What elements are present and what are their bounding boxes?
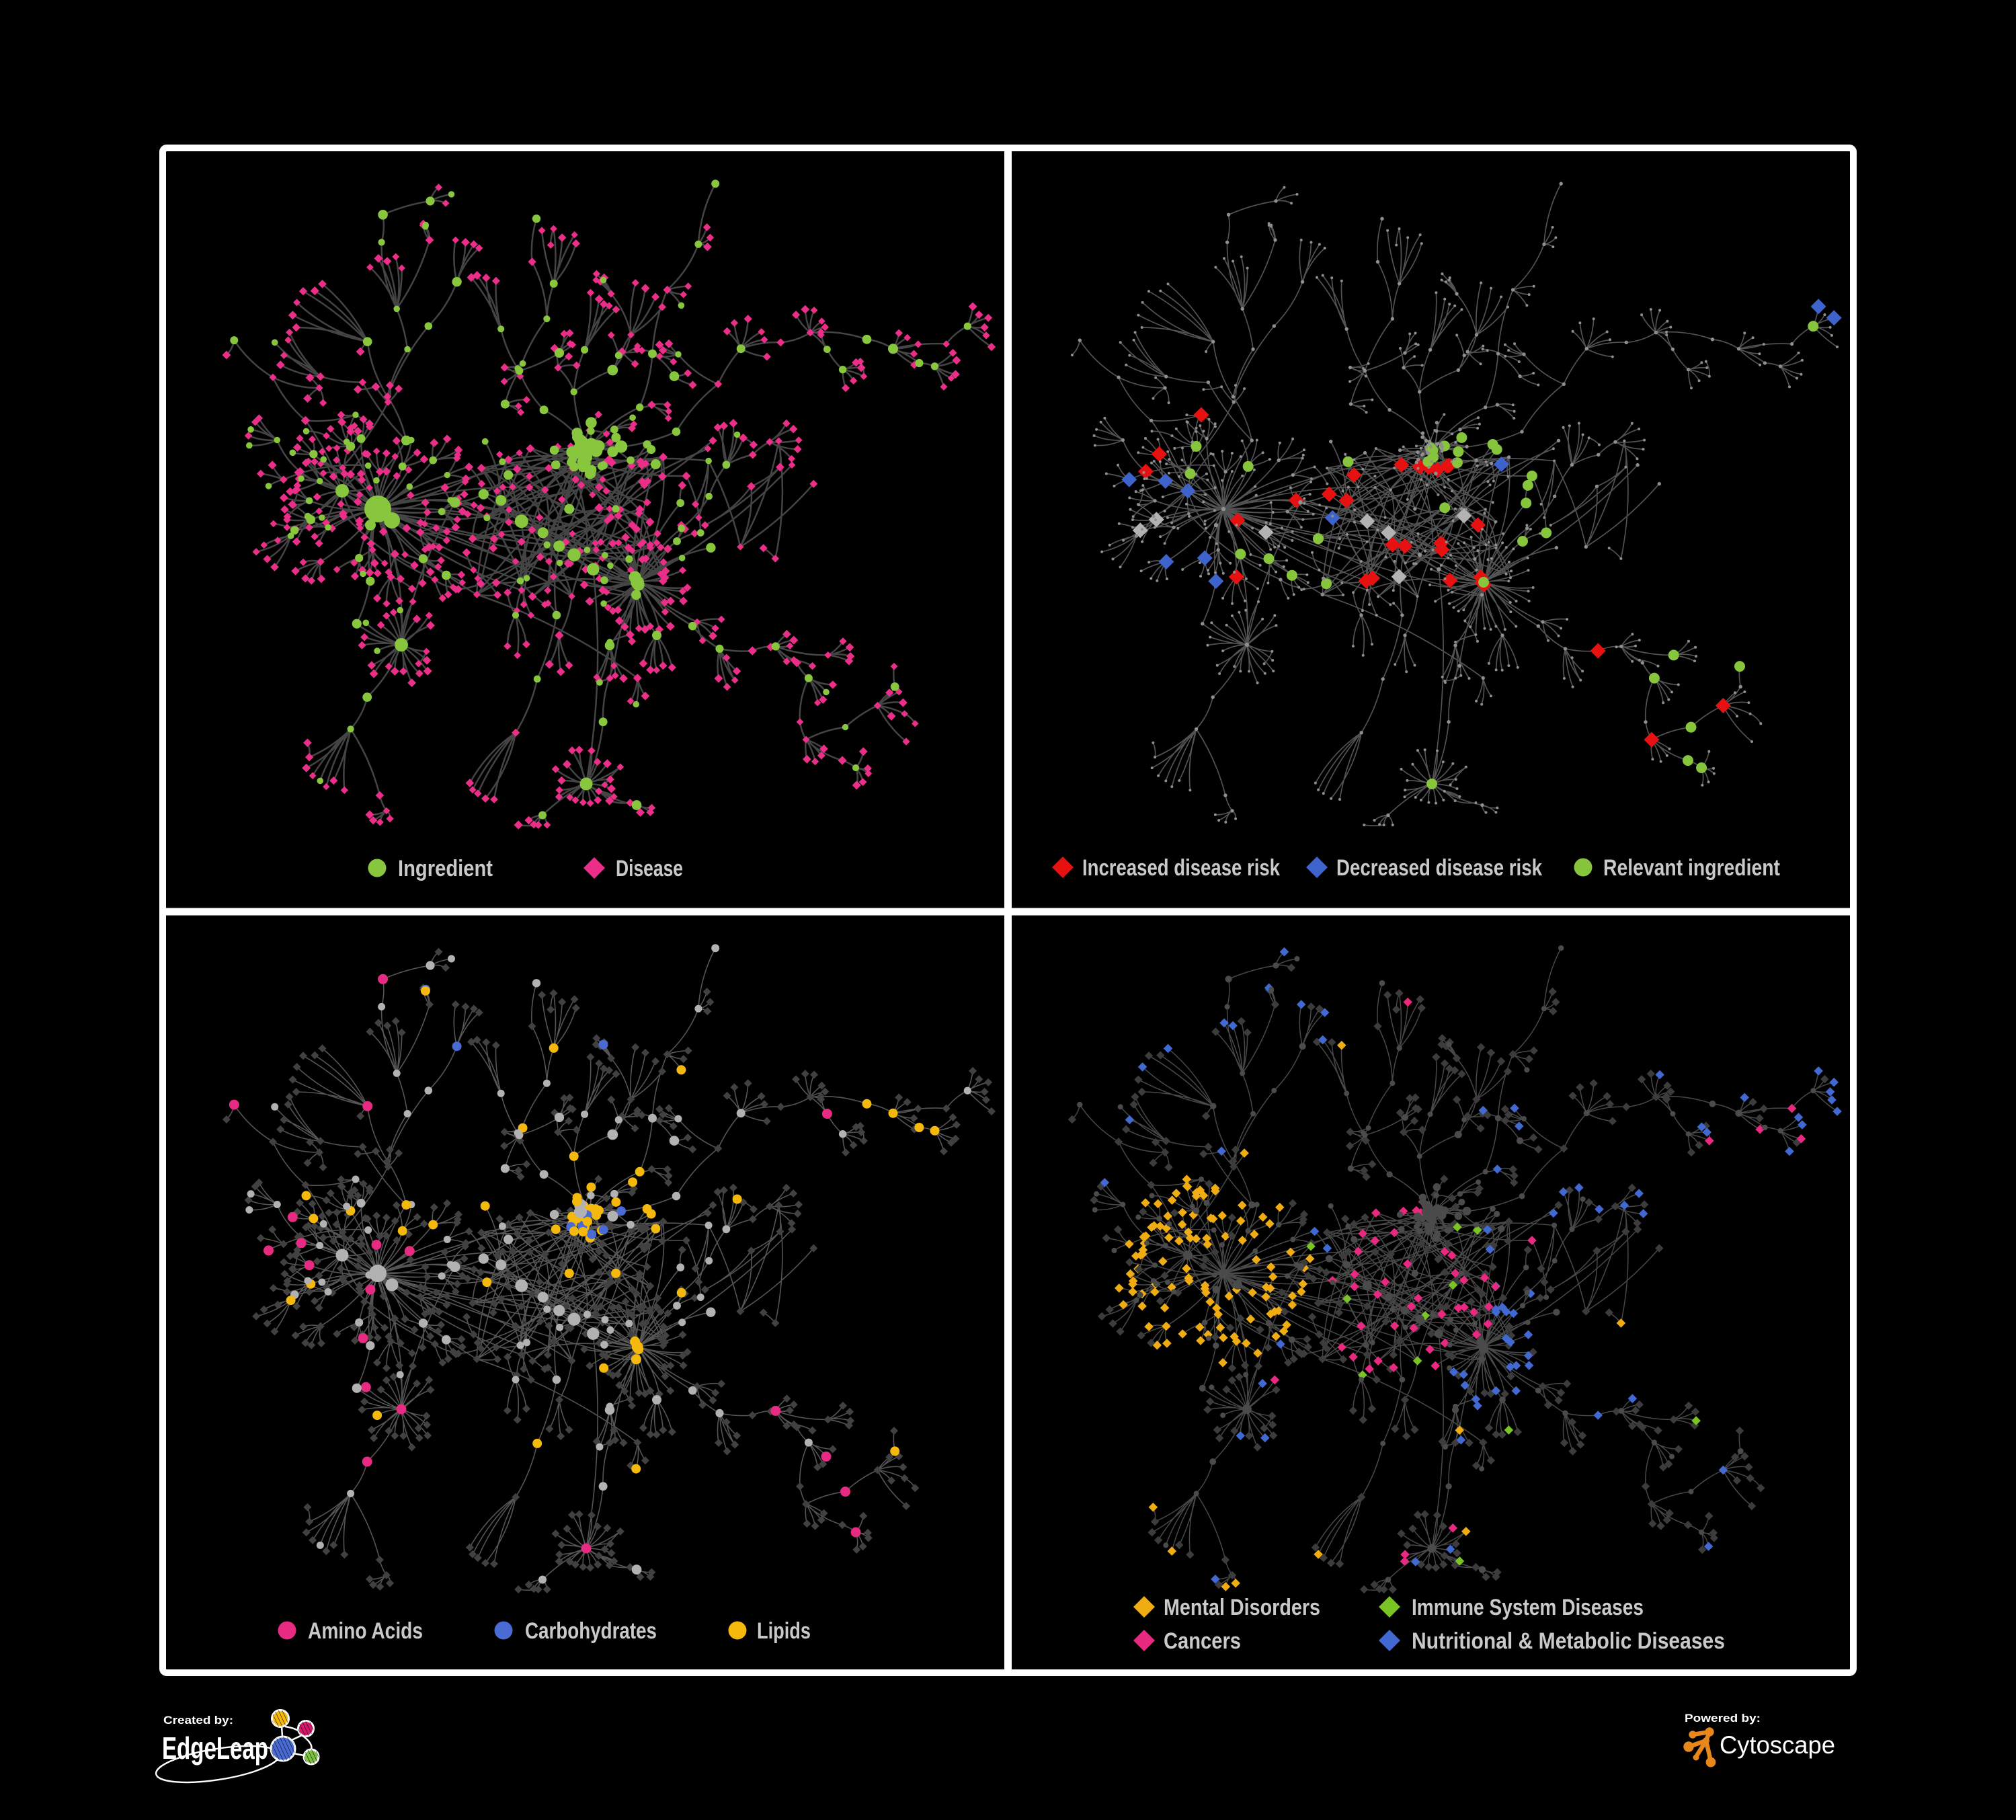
svg-text:Nutritional & Metabolic Diseas: Nutritional & Metabolic Diseases (1412, 1628, 1725, 1654)
svg-text:Mental Disorders: Mental Disorders (1164, 1595, 1320, 1620)
svg-text:Immune System Diseases: Immune System Diseases (1412, 1595, 1644, 1620)
svg-text:Ingredient: Ingredient (398, 856, 493, 881)
svg-text:Cancers: Cancers (1164, 1628, 1241, 1654)
svg-text:Amino Acids: Amino Acids (308, 1618, 423, 1644)
svg-text:Disease: Disease (616, 856, 683, 881)
svg-text:Cytoscape: Cytoscape (1720, 1731, 1835, 1759)
svg-text:Increased disease risk: Increased disease risk (1082, 855, 1280, 881)
svg-text:Relevant ingredient: Relevant ingredient (1603, 855, 1780, 881)
svg-text:Lipids: Lipids (757, 1618, 811, 1644)
svg-text:Powered by:: Powered by: (1685, 1712, 1761, 1725)
svg-text:EdgeLeap: EdgeLeap (162, 1731, 268, 1766)
svg-text:Decreased disease risk: Decreased disease risk (1336, 855, 1542, 881)
svg-text:Carbohydrates: Carbohydrates (525, 1618, 657, 1644)
svg-text:Created by:: Created by: (163, 1714, 233, 1727)
